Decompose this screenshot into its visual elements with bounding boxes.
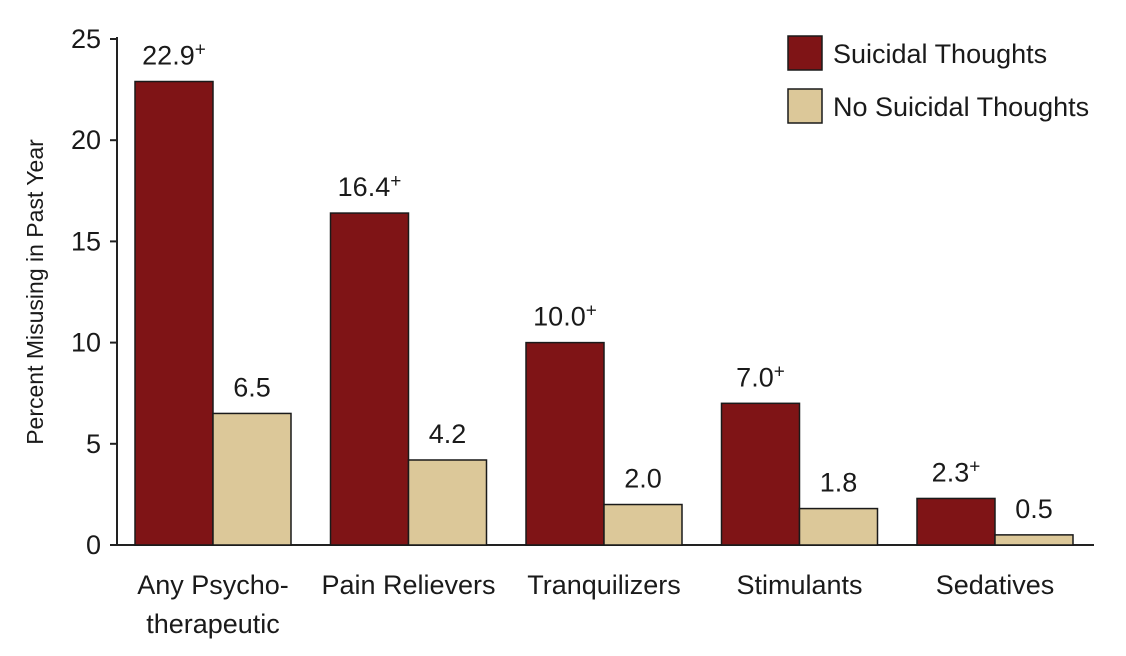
legend-swatch bbox=[787, 35, 823, 71]
bar-suicidal-thoughts bbox=[525, 341, 605, 546]
data-label: 2.0 bbox=[624, 464, 662, 494]
data-label: 2.3+ bbox=[932, 456, 981, 487]
bar-no-suicidal-thoughts bbox=[798, 507, 879, 546]
bar-no-suicidal-thoughts bbox=[407, 459, 488, 546]
bar-suicidal-thoughts bbox=[134, 80, 214, 546]
data-label: 16.4+ bbox=[338, 171, 402, 202]
legend-label: Suicidal Thoughts bbox=[833, 39, 1047, 69]
y-tick-label: 5 bbox=[86, 429, 101, 459]
bar-suicidal-thoughts bbox=[329, 212, 410, 546]
data-label: 6.5 bbox=[233, 372, 271, 402]
x-tick-label: Stimulants bbox=[736, 570, 862, 600]
data-label: 10.0+ bbox=[533, 301, 597, 332]
data-label: 7.0+ bbox=[736, 361, 785, 392]
bar-no-suicidal-thoughts bbox=[212, 412, 292, 546]
data-label: 1.8 bbox=[820, 468, 858, 498]
y-tick-label: 15 bbox=[71, 226, 101, 256]
y-axis-title-group: Percent Misusing in Past Year bbox=[22, 139, 48, 445]
y-axis-title: Percent Misusing in Past Year bbox=[22, 139, 48, 445]
bar-suicidal-thoughts bbox=[916, 497, 996, 546]
x-tick-label: Any Psycho- bbox=[137, 570, 289, 600]
bar-no-suicidal-thoughts bbox=[994, 534, 1074, 546]
value-labels: 22.9+ 6.5 16.4+ 4.2 10.0+ 2.0 7.0+ 1.8 2.3+ 0.5 bbox=[142, 40, 1053, 524]
data-label: 0.5 bbox=[1015, 494, 1053, 524]
bar-no-suicidal-thoughts bbox=[603, 503, 683, 546]
data-label: 22.9+ bbox=[142, 40, 206, 71]
y-tick-label: 0 bbox=[86, 530, 101, 560]
legend-label: No Suicidal Thoughts bbox=[833, 92, 1089, 122]
x-tick-label: therapeutic bbox=[146, 609, 280, 639]
x-tick-label: Pain Relievers bbox=[321, 570, 495, 600]
y-tick-label: 20 bbox=[71, 125, 101, 155]
y-tick-label: 25 bbox=[71, 24, 101, 54]
legend-swatch bbox=[787, 88, 823, 124]
bars bbox=[134, 80, 1074, 546]
data-label: 4.2 bbox=[429, 419, 467, 449]
x-tick-label: Sedatives bbox=[936, 570, 1055, 600]
y-tick-label: 10 bbox=[71, 328, 101, 358]
x-tick-label: Tranquilizers bbox=[527, 570, 681, 600]
legend: Suicidal Thoughts No Suicidal Thoughts bbox=[787, 35, 1089, 124]
bar-suicidal-thoughts bbox=[720, 402, 801, 546]
y-axis-ticks: 0 5 10 15 20 25 bbox=[71, 24, 117, 560]
x-axis-tick-labels: Any Psycho-therapeutic Pain Relievers Tran… bbox=[137, 570, 1054, 639]
